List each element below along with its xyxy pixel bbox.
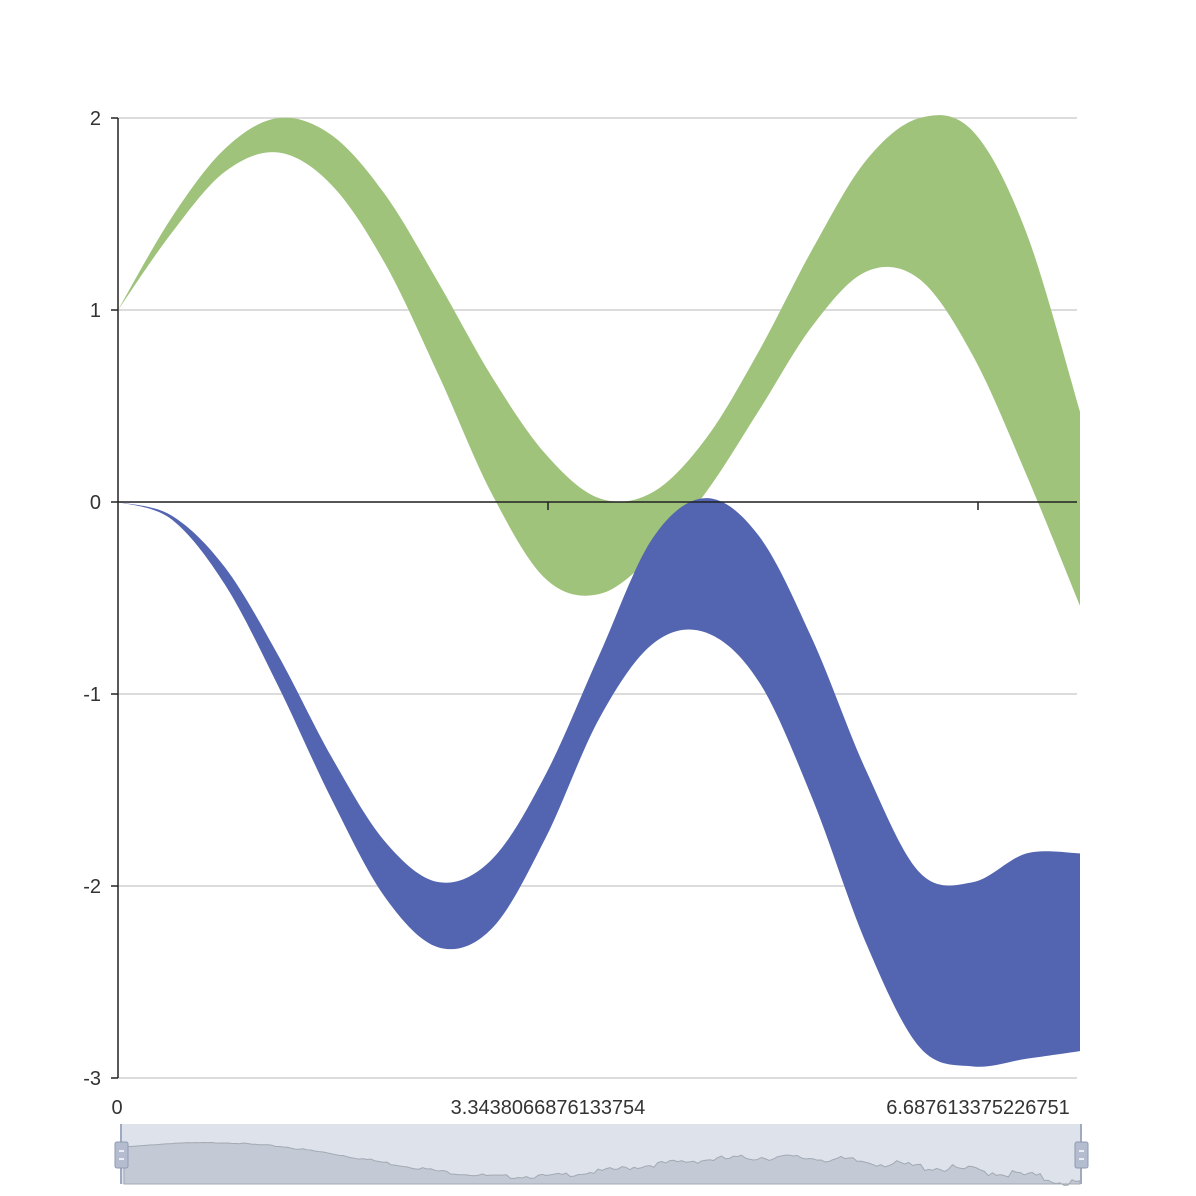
y-tick-label: -2 (83, 876, 101, 898)
navigator-series-shape (123, 1141, 1081, 1186)
y-axis-tick-labels: 2 1 0 -1 -2 -3 (83, 108, 101, 1090)
x-tick-label: 6.687613375226751 (886, 1097, 1070, 1119)
plot-areas (118, 115, 1080, 1067)
y-tick-label: 2 (90, 108, 101, 130)
series-2-band (118, 498, 1080, 1067)
navigator-left-handle[interactable] (114, 1124, 129, 1184)
x-tick-label: 0 (111, 1097, 122, 1119)
x-axis-tick-labels: 0 3.3438066876133754 6.687613375226751 (111, 1097, 1069, 1119)
y-tick-label: -3 (83, 1068, 101, 1090)
x-axis-ticks (547, 502, 979, 510)
y-axis-ticks (111, 117, 118, 1079)
y-tick-label: -1 (83, 684, 101, 706)
y-tick-label: 1 (90, 300, 101, 322)
series-1-band (118, 115, 1080, 606)
range-navigator[interactable] (114, 1124, 1089, 1186)
navigator-right-handle[interactable] (1074, 1124, 1089, 1184)
x-tick-label: 3.3438066876133754 (451, 1097, 646, 1119)
y-tick-label: 0 (90, 492, 101, 514)
